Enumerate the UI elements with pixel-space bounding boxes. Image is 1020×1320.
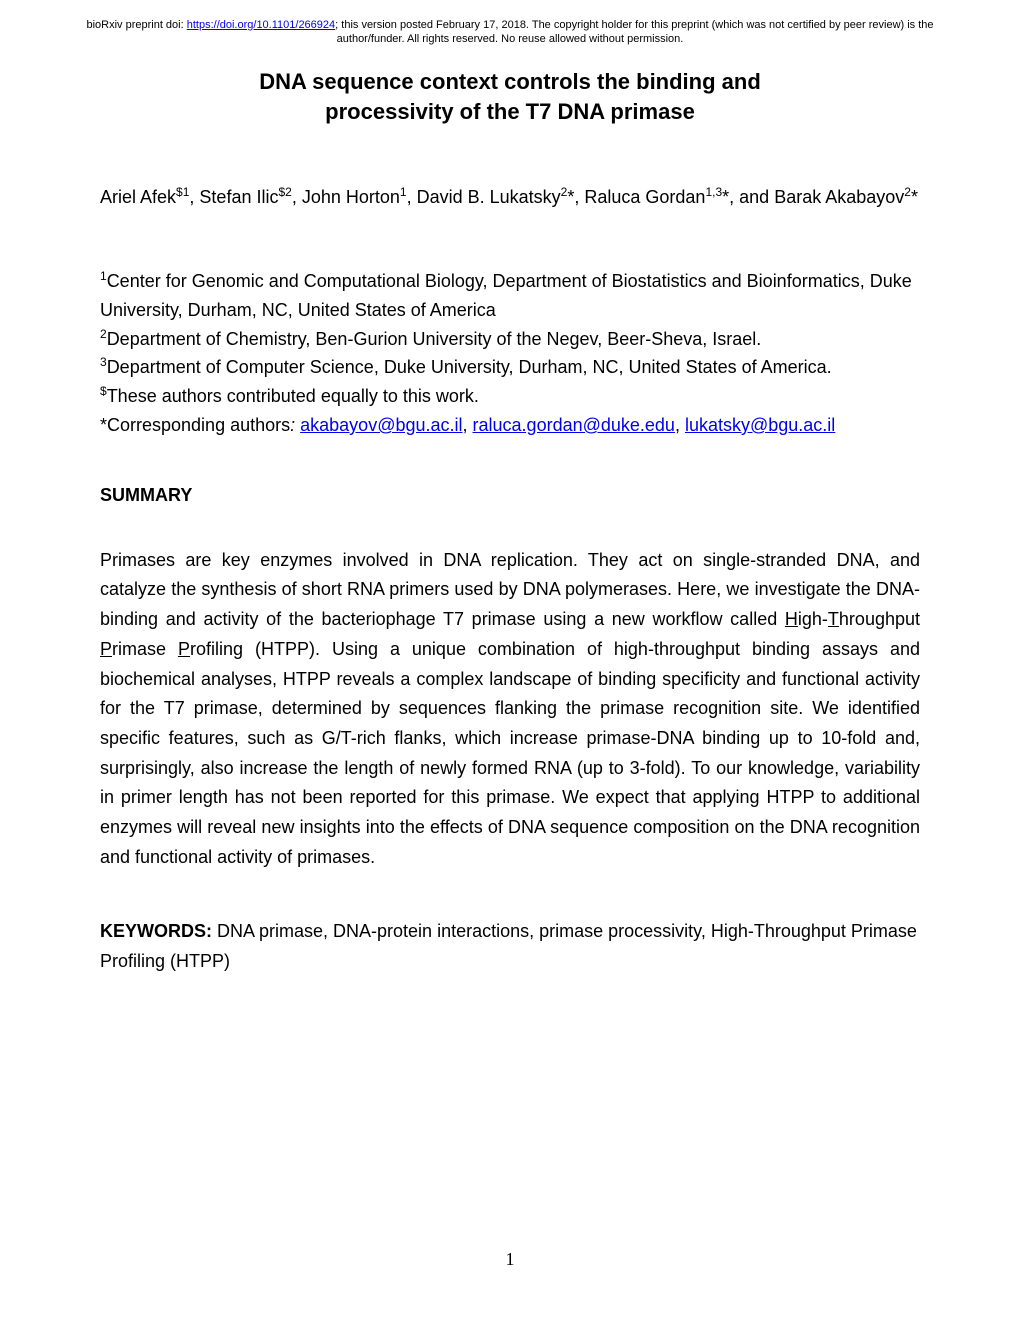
doi-link[interactable]: https://doi.org/10.1101/266924 [187, 19, 335, 31]
keywords-section: KEYWORDS: DNA primase, DNA-protein inter… [100, 917, 920, 976]
summary-heading: SUMMARY [100, 485, 920, 506]
corr-email-2[interactable]: raluca.gordan@duke.edu [473, 415, 675, 435]
author-5: Raluca Gordan [584, 187, 705, 207]
aff-3-sup: 3 [100, 355, 107, 369]
page-content: DNA sequence context controls the bindin… [0, 57, 1020, 977]
author-1-sup: $1 [176, 185, 189, 199]
corr-prefix: *Corresponding authors [100, 415, 290, 435]
summary-u4: P [178, 639, 190, 659]
author-2: Stefan Ilic [199, 187, 278, 207]
page-number: 1 [0, 1249, 1020, 1270]
author-1: Ariel Afek [100, 187, 176, 207]
corr-email-1[interactable]: akabayov@bgu.ac.il [300, 415, 462, 435]
aff-3-text: Department of Computer Science, Duke Uni… [107, 357, 832, 377]
summary-u1: H [785, 609, 798, 629]
keywords-label: KEYWORDS: [100, 921, 217, 941]
author-3-sup: 1 [400, 185, 407, 199]
aff-1-sup: 1 [100, 269, 107, 283]
author-6-sup: 2 [904, 185, 911, 199]
author-4-sup: 2 [561, 185, 568, 199]
summary-paragraph: Primases are key enzymes involved in DNA… [100, 546, 920, 873]
paper-title: DNA sequence context controls the bindin… [100, 67, 920, 129]
aff-2-text: Department of Chemistry, Ben-Gurion Univ… [107, 329, 762, 349]
summary-u2: T [828, 609, 839, 629]
author-6: and Barak Akabayov [739, 187, 904, 207]
summary-u3: P [100, 639, 112, 659]
preprint-notice: bioRxiv preprint doi: https://doi.org/10… [0, 0, 1020, 57]
author-3: John Horton [302, 187, 400, 207]
title-line-1: DNA sequence context controls the bindin… [259, 69, 761, 94]
corr-email-3[interactable]: lukatsky@bgu.ac.il [685, 415, 835, 435]
preprint-prefix: bioRxiv preprint doi: [86, 19, 186, 31]
summary-p2: igh- [798, 609, 828, 629]
preprint-suffix: ; this version posted February 17, 2018.… [335, 19, 933, 45]
corr-colon: : [290, 415, 300, 435]
aff-4-text: These authors contributed equally to thi… [107, 386, 479, 406]
keywords-text: DNA primase, DNA-protein interactions, p… [100, 921, 917, 971]
summary-p3: hroughput [839, 609, 920, 629]
aff-1-text: Center for Genomic and Computational Bio… [100, 271, 912, 320]
summary-p5: rofiling (HTPP). Using a unique combinat… [100, 639, 920, 867]
aff-4-sup: $ [100, 384, 107, 398]
affiliations: 1Center for Genomic and Computational Bi… [100, 267, 920, 440]
author-4: David B. Lukatsky [417, 187, 561, 207]
author-list: Ariel Afek$1, Stefan Ilic$2, John Horton… [100, 183, 920, 212]
aff-2-sup: 2 [100, 327, 107, 341]
author-5-sup: 1,3 [705, 185, 722, 199]
title-line-2: processivity of the T7 DNA primase [325, 99, 695, 124]
author-2-sup: $2 [278, 185, 291, 199]
summary-p4: rimase [112, 639, 178, 659]
